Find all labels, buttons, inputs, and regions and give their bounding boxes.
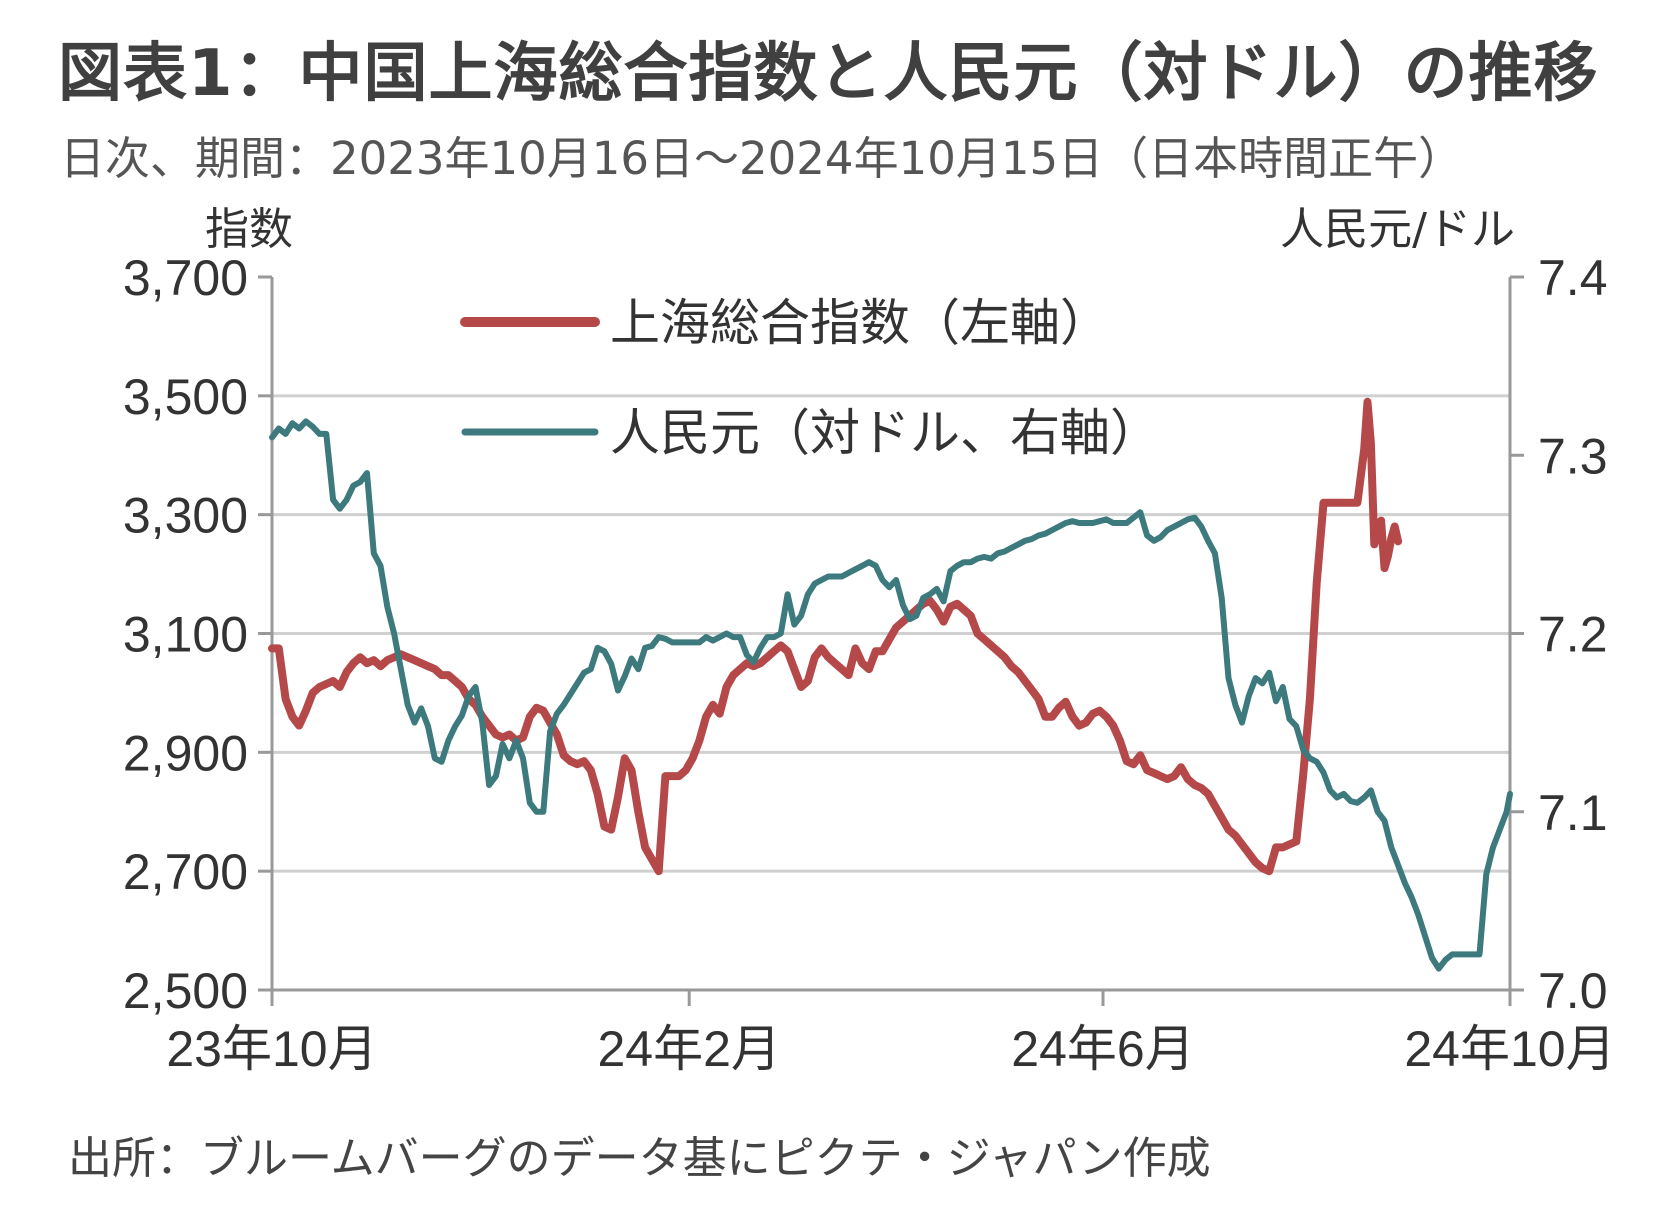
left-tick-label: 3,100: [123, 607, 248, 663]
right-tick-label: 7.1: [1538, 785, 1608, 841]
left-axis-label: 指数: [205, 204, 293, 255]
legend-label: 上海総合指数（左軸）: [610, 294, 1110, 352]
x-tick-label: 23年10月: [166, 1021, 377, 1077]
cny-line: [269, 418, 1513, 972]
right-tick-label: 7.2: [1538, 607, 1608, 663]
left-tick-label: 3,300: [123, 488, 248, 544]
legend: 上海総合指数（左軸） 人民元（対ドル、右軸）: [460, 294, 1160, 462]
x-tick-label: 24年10月: [1404, 1021, 1615, 1077]
x-tick-label: 24年6月: [1011, 1021, 1194, 1077]
source-note: 出所：ブルームバーグのデータ基にピクテ・ジャパン作成: [68, 1133, 1211, 1184]
index-line: [268, 397, 1403, 876]
left-tick-label: 3,500: [123, 369, 248, 425]
right-axis-label: 人民元/ドル: [1280, 204, 1515, 255]
right-tick-label: 7.4: [1538, 250, 1608, 306]
chart-title: 図表1：中国上海総合指数と人民元（対ドル）の推移: [58, 37, 1599, 111]
x-axis-ticks: 23年10月 24年2月 24年6月 24年10月: [166, 990, 1616, 1077]
series-lines: [268, 397, 1513, 972]
left-tick-label: 2,700: [123, 844, 248, 900]
left-axis-ticks: 3,700 3,500 3,300 3,100 2,900 2,700 2,500: [123, 250, 272, 1019]
left-tick-label: 2,500: [123, 963, 248, 1019]
left-tick-label: 3,700: [123, 250, 248, 306]
chart-subtitle: 日次、期間：2023年10月16日～2024年10月15日（日本時間正午）: [60, 132, 1464, 185]
right-axis-ticks: 7.4 7.3 7.2 7.1 7.0: [1510, 250, 1608, 1019]
right-tick-label: 7.0: [1538, 963, 1608, 1019]
legend-label: 人民元（対ドル、右軸）: [610, 404, 1160, 462]
right-tick-label: 7.3: [1538, 428, 1608, 484]
x-tick-label: 24年2月: [597, 1021, 780, 1077]
left-tick-label: 2,900: [123, 725, 248, 781]
